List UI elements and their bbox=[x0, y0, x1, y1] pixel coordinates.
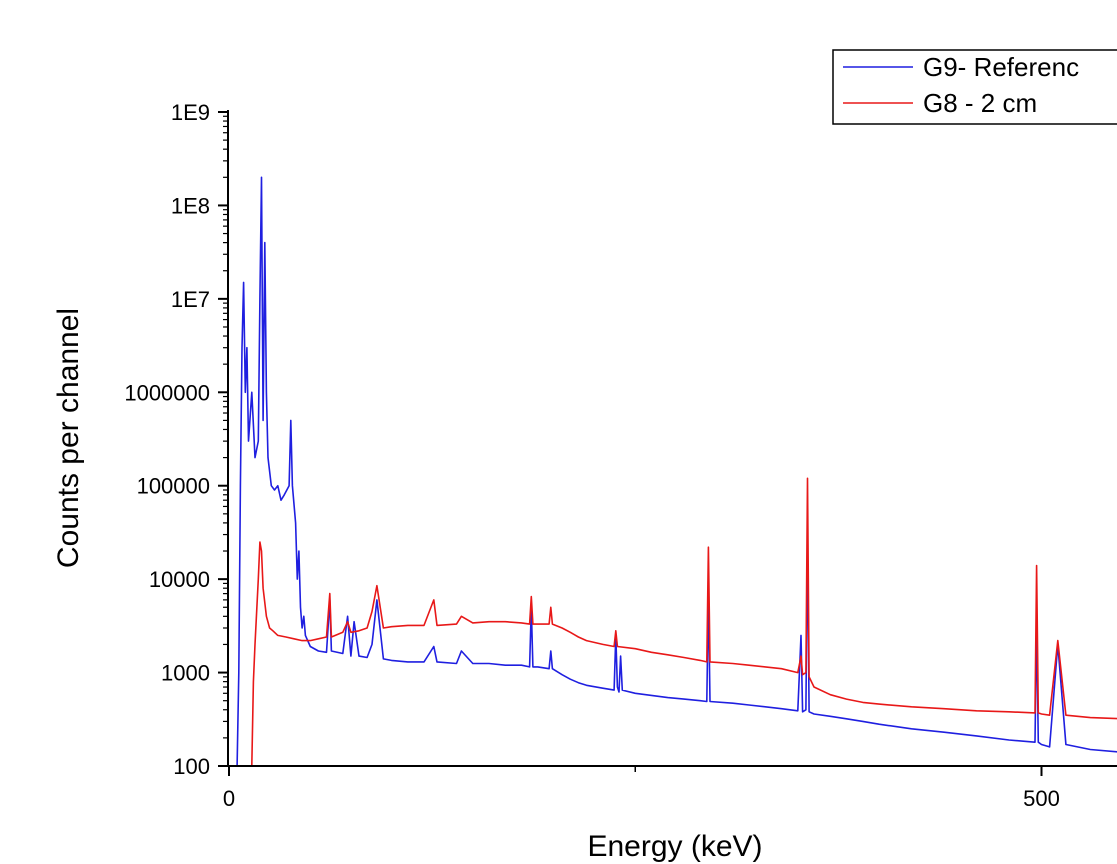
series-line-g9 bbox=[236, 176, 1117, 766]
y-axis-title: Counts per channel bbox=[52, 308, 85, 568]
x-tick-label: 500 bbox=[1023, 786, 1060, 811]
legend-box bbox=[832, 49, 1117, 125]
x-axis-title: Energy (keV) bbox=[587, 830, 762, 863]
y-tick-label: 1000000 bbox=[124, 380, 210, 405]
legend: G9- Referenc G8 - 2 cm bbox=[832, 49, 1117, 125]
x-ticks: 0 500 bbox=[223, 766, 1060, 811]
y-tick-label: 1E8 bbox=[171, 193, 210, 218]
legend-label-g8: G8 - 2 cm bbox=[923, 88, 1037, 118]
y-tick-label: 10000 bbox=[149, 567, 210, 592]
legend-label-g9: G9- Referenc bbox=[923, 52, 1079, 82]
y-tick-label: 1E7 bbox=[171, 287, 210, 312]
axes-layer bbox=[227, 110, 1117, 767]
series-line-g8 bbox=[251, 477, 1117, 766]
y-tick-label: 100000 bbox=[137, 474, 210, 499]
y-tick-label: 100 bbox=[173, 754, 210, 779]
series-layer bbox=[236, 176, 1117, 766]
y-ticks: 100 1000 10000 100000 1000000 1E7 1E8 1E9 bbox=[124, 100, 228, 779]
y-tick-label: 1E9 bbox=[171, 100, 210, 125]
x-tick-label: 0 bbox=[223, 786, 235, 811]
y-tick-label: 1000 bbox=[161, 661, 210, 686]
